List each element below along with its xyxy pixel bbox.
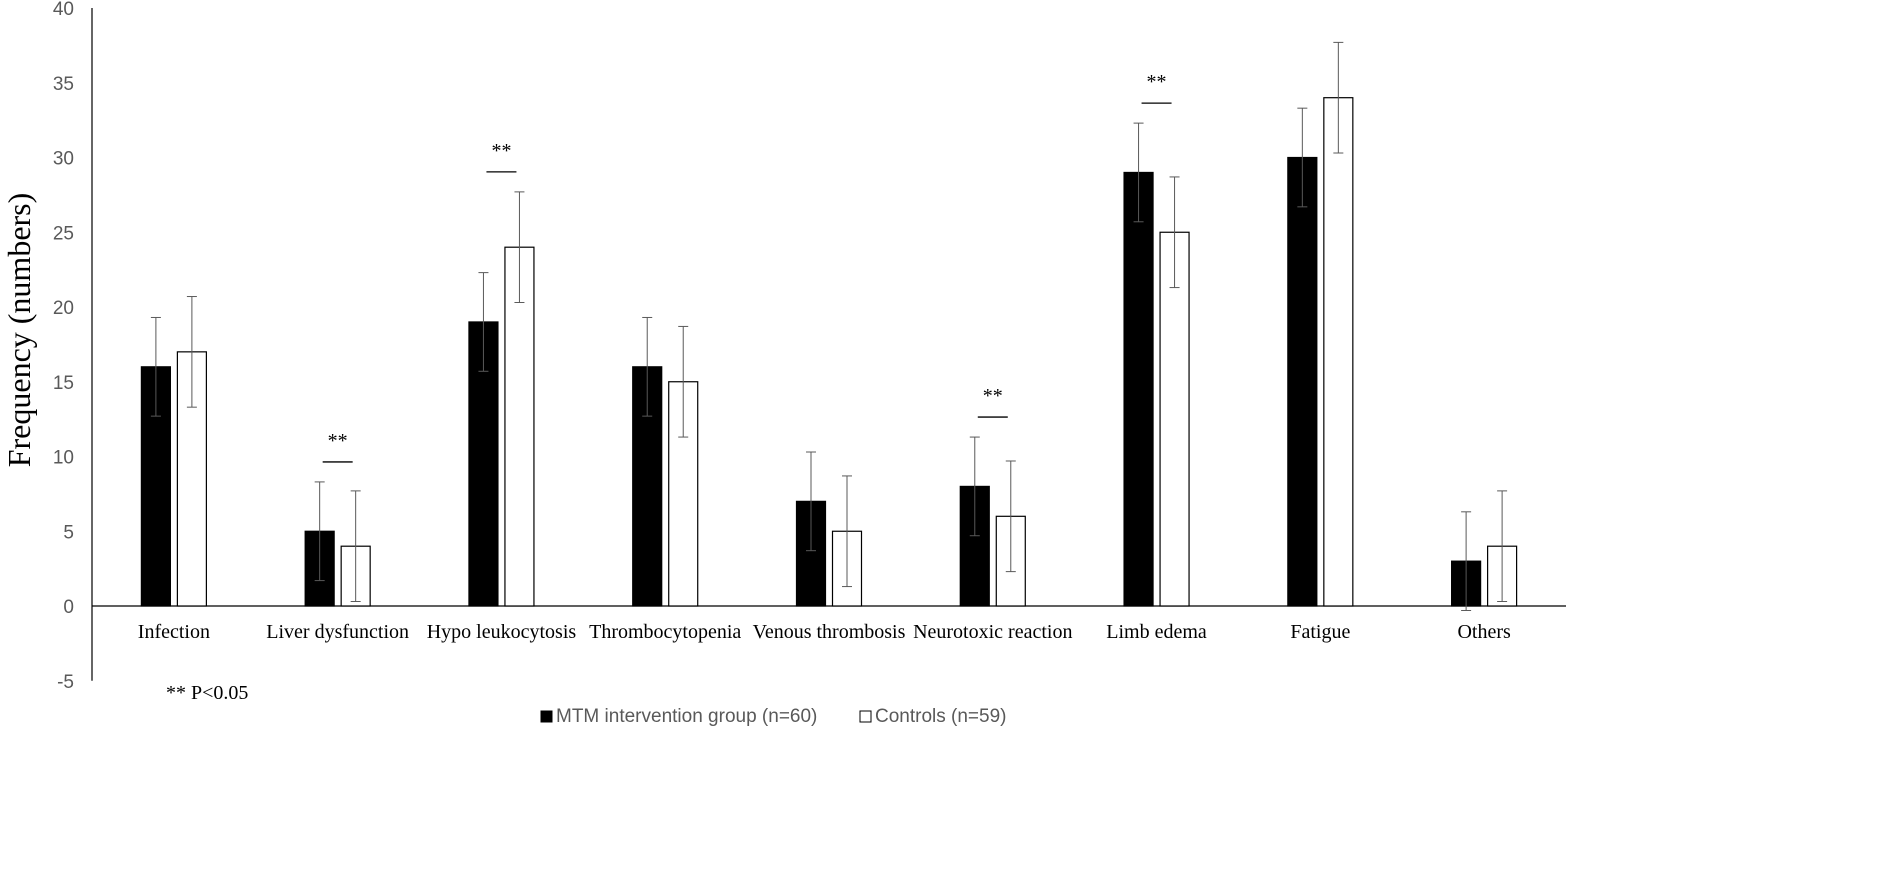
y-tick-label: 5 (63, 522, 74, 543)
bar-controls-infection (176, 351, 207, 607)
labels: -5 0 5 10 15 20 25 30 35 40 Infection Liver dysfunc… (53, 0, 1511, 693)
x-tick-label: Hypo leukocytosis (427, 621, 577, 643)
error-bar-others (1497, 490, 1508, 603)
legend-swatch (859, 710, 872, 723)
error-bar-limb-edema (1169, 176, 1180, 289)
legend-label: Controls (n=59) (875, 706, 1006, 727)
error-bar-infection (150, 316, 161, 417)
legend-swatch (540, 710, 553, 723)
x-tick-label: Others (1457, 621, 1511, 643)
significance-marker: ** (1147, 71, 1167, 93)
x-tick-label: Infection (138, 621, 210, 643)
x-tick-label: Fatigue (1290, 621, 1350, 643)
bar-mtm-fatigue (1287, 156, 1318, 607)
y-tick-label: 15 (53, 373, 74, 394)
error-bar-thrombocytopenia (642, 316, 653, 417)
bar-controls-hypo-leukocytosis (504, 246, 535, 607)
y-tick-label: 40 (53, 0, 74, 20)
significance-footnote: ** P<0.05 (166, 682, 248, 704)
legend-label: MTM intervention group (n=60) (556, 706, 817, 727)
error-bar-hypo-leukocytosis (514, 191, 525, 304)
y-axis-label: Frequency (numbers) (1, 193, 37, 468)
error-bar-fatigue (1333, 41, 1344, 154)
error-bar-others (1461, 511, 1472, 611)
x-tick-label: Limb edema (1106, 621, 1207, 643)
error-bar-limb-edema (1133, 122, 1144, 223)
x-tick-label: Thrombocytopenia (589, 621, 741, 643)
significance-marker: ** (983, 385, 1003, 407)
legend: MTM intervention group (n=60) Controls (n… (540, 706, 1006, 727)
error-bar-neurotoxic-reaction (969, 436, 980, 537)
error-bar-thrombocytopenia (678, 325, 689, 438)
bar-controls-limb-edema (1159, 231, 1190, 607)
significance-marker: ** (491, 140, 511, 162)
bar-mtm-limb-edema (1123, 171, 1154, 607)
y-tick-label: 0 (63, 597, 74, 618)
x-tick-label: Venous thrombosis (753, 621, 906, 643)
y-tick-label: 30 (53, 149, 74, 170)
y-tick-label: 25 (53, 223, 74, 244)
x-tick-label: Neurotoxic reaction (913, 621, 1072, 643)
error-bar-venous-thrombosis (806, 451, 816, 552)
bar-controls-fatigue (1323, 97, 1354, 607)
error-bar-liver-dysfunction (314, 481, 325, 582)
axes (91, 8, 1566, 681)
error-bar-fatigue (1297, 107, 1308, 208)
error-bar-venous-thrombosis (842, 475, 852, 588)
error-bar-infection (186, 296, 197, 408)
bars (140, 41, 1518, 611)
error-bar-neurotoxic-reaction (1005, 460, 1016, 573)
error-bar-hypo-leukocytosis (478, 272, 489, 372)
y-tick-label: 10 (53, 448, 74, 469)
y-tick-label: 20 (53, 298, 74, 319)
y-tick-label: 35 (53, 74, 74, 95)
x-tick-label: Liver dysfunction (266, 621, 409, 643)
error-bar-liver-dysfunction (350, 490, 361, 603)
y-tick-label: -5 (57, 672, 74, 693)
significance-marker: ** (328, 430, 348, 452)
